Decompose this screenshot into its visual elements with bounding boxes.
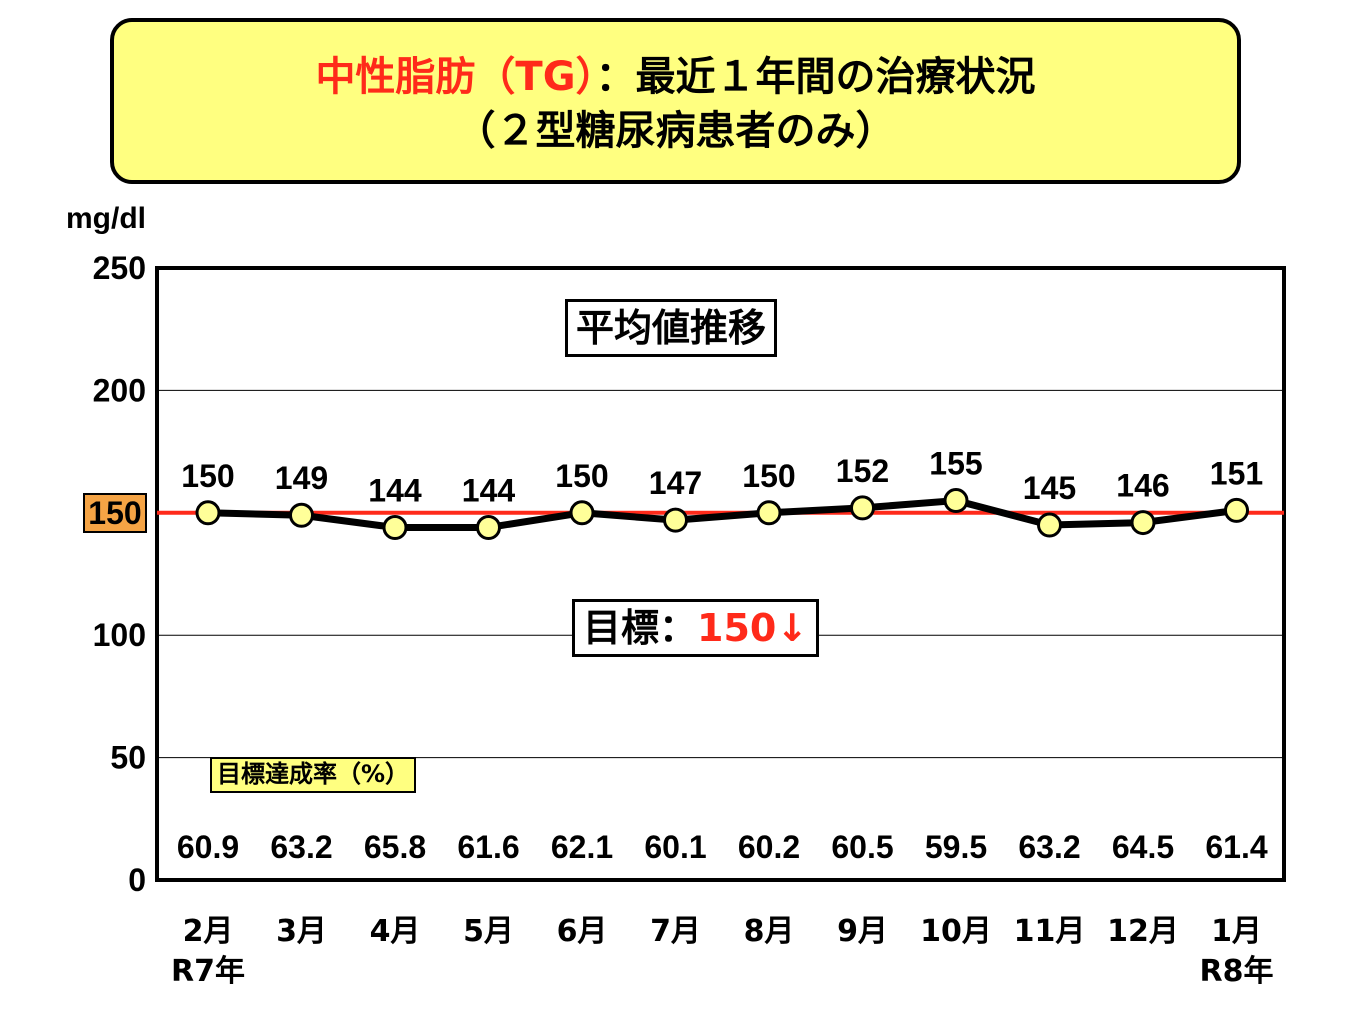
- data-label: 146: [1116, 468, 1169, 504]
- achievement-rate-value: 60.2: [738, 829, 800, 865]
- x-tick-label: 8月: [744, 914, 795, 949]
- achievement-rate-value: 61.4: [1205, 829, 1267, 865]
- average-trend-label: 平均値推移: [565, 299, 778, 357]
- y-tick-labels: 0 50 100 200 250: [93, 250, 146, 898]
- title-box: 中性脂肪（TG）：最近１年間の治療状況 （２型糖尿病患者のみ）: [110, 18, 1241, 184]
- target-value: 150↓: [697, 606, 809, 650]
- data-markers: [195, 488, 1249, 540]
- achievement-rate-value: 60.5: [831, 829, 893, 865]
- y-tick-label: 250: [93, 250, 146, 286]
- achievement-rate-value: 63.2: [270, 829, 332, 865]
- x-year-label: R8年: [1200, 954, 1274, 989]
- data-point: [1130, 510, 1156, 536]
- x-tick-label: 10月: [920, 914, 992, 949]
- data-label: 145: [1023, 470, 1076, 506]
- achievement-rate-value: 60.9: [177, 829, 239, 865]
- data-point: [663, 507, 688, 533]
- x-tick-label: 1月: [1211, 914, 1262, 949]
- achievement-rate-values: 60.9 63.2 65.8 61.6 62.1 60.1 60.2 60.5 59.5 63.2…: [177, 829, 1268, 865]
- y-tick-label: 100: [93, 617, 146, 653]
- x-year-label: R7年: [171, 954, 245, 989]
- x-tick-label: 4月: [370, 914, 421, 949]
- target-marker-label: 150: [83, 493, 147, 533]
- title-rest: ：最近１年間の治療状況: [595, 54, 1036, 100]
- data-label: 152: [836, 453, 889, 489]
- y-tick-label: 50: [110, 740, 146, 776]
- data-label: 155: [929, 446, 982, 482]
- y-tick-label: 200: [93, 372, 146, 408]
- achievement-rate-value: 65.8: [364, 829, 426, 865]
- data-point: [1037, 512, 1062, 538]
- data-label: 144: [462, 472, 516, 508]
- data-label: 150: [742, 458, 795, 494]
- achievement-rate-value: 59.5: [925, 829, 987, 865]
- title-highlight: 中性脂肪（TG）: [315, 54, 596, 100]
- title-line-2: （２型糖尿病患者のみ）: [455, 108, 896, 154]
- target-label: 目標：150↓: [572, 599, 820, 657]
- x-tick-label: 6月: [557, 914, 608, 949]
- data-point: [850, 495, 875, 521]
- data-point: [1224, 497, 1249, 523]
- data-label: 150: [181, 458, 234, 494]
- x-tick-labels: 2月 R7年 3月 4月 5月 6月 7月 8月 9月 10月 11月 12月 1月 R8年: [171, 914, 1273, 989]
- target-prefix: 目標：: [583, 606, 698, 650]
- plot-frame: [155, 266, 1286, 882]
- data-label: 147: [649, 465, 702, 501]
- x-tick-label: 3月: [276, 914, 327, 949]
- data-point: [382, 514, 408, 540]
- data-label: 150: [555, 458, 608, 494]
- data-point: [289, 502, 314, 528]
- x-tick-label: 7月: [650, 914, 701, 949]
- achievement-rate-value: 63.2: [1018, 829, 1080, 865]
- x-tick-label: 2月: [183, 914, 234, 949]
- y-tick-label: 0: [128, 862, 146, 898]
- data-point: [756, 500, 782, 526]
- data-label: 151: [1210, 455, 1263, 491]
- grid-lines: [157, 389, 1284, 759]
- data-labels: 150 149 144 144 150 147 150 152 155 145 146 151: [181, 446, 1263, 509]
- data-point: [195, 500, 221, 526]
- achievement-rate-label: 目標達成率（%）: [210, 757, 417, 793]
- x-tick-label: 5月: [463, 914, 514, 949]
- data-label: 144: [368, 472, 422, 508]
- title-line-1: 中性脂肪（TG）：最近１年間の治療状況: [114, 50, 1237, 104]
- x-tick-label: 11月: [1014, 914, 1086, 949]
- achievement-rate-value: 62.1: [551, 829, 613, 865]
- x-tick-label: 12月: [1107, 914, 1179, 949]
- data-point: [943, 488, 969, 514]
- achievement-rate-value: 60.1: [644, 829, 706, 865]
- data-label: 149: [275, 460, 328, 496]
- achievement-rate-value: 61.6: [457, 829, 519, 865]
- x-tick-label: 9月: [837, 914, 888, 949]
- achievement-rate-value: 64.5: [1112, 829, 1174, 865]
- y-axis-unit: mg/dl: [66, 202, 146, 235]
- data-point: [476, 514, 501, 540]
- data-point: [569, 500, 595, 526]
- series-line: [207, 497, 1237, 531]
